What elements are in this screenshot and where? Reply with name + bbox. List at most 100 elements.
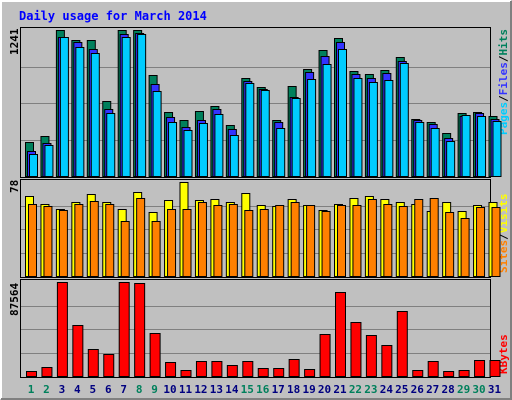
- kbytes-bar: [273, 368, 285, 377]
- sites-bar: [58, 210, 68, 277]
- kbytes-bar: [489, 360, 501, 377]
- day-label: 12: [194, 383, 207, 396]
- kbytes-bar: [26, 371, 37, 377]
- day-label: 5: [89, 383, 96, 396]
- sites-bar: [105, 204, 115, 277]
- kbytes-bar: [381, 345, 393, 377]
- day-label: 19: [302, 383, 315, 396]
- kbytes-bar: [427, 361, 439, 377]
- kbytes-bar: [396, 311, 408, 377]
- day-label: 18: [287, 383, 300, 396]
- kbytes-bar: [118, 282, 130, 377]
- day-label: 1: [28, 383, 35, 396]
- pages-bar: [106, 113, 116, 177]
- sites-bar: [74, 204, 84, 277]
- kbytes-bar: [180, 370, 192, 377]
- pages-bar: [198, 123, 208, 177]
- day-label: 24: [380, 383, 394, 396]
- kbytes-bar: [365, 335, 377, 377]
- sites-bar: [491, 207, 501, 277]
- sites-bar: [213, 205, 223, 277]
- pages-bar: [338, 49, 347, 177]
- kbytes-bar: [72, 325, 84, 377]
- sites-bar: [321, 211, 331, 277]
- pages-bar: [44, 145, 54, 177]
- pages-bar: [353, 78, 363, 177]
- pages-bar: [368, 82, 378, 177]
- kbytes-bar: [319, 334, 331, 377]
- day-label: 21: [333, 383, 347, 396]
- chart-title: Daily usage for March 2014: [19, 9, 207, 23]
- sites-bar: [460, 218, 470, 277]
- sites-bar: [445, 212, 455, 277]
- day-label: 30: [472, 383, 485, 396]
- sites-bar: [352, 205, 362, 277]
- legend-hits: Hits: [497, 29, 510, 56]
- sites-bar: [367, 199, 377, 277]
- pages-bar: [90, 53, 100, 177]
- sites-bar: [151, 221, 161, 277]
- bars: [25, 30, 502, 377]
- pages-bar: [291, 98, 301, 177]
- pages-bar: [245, 83, 255, 177]
- sites-bar: [398, 206, 408, 277]
- pages-bar: [229, 135, 239, 177]
- top-panel-max-label: 1241: [8, 28, 21, 55]
- kbytes-bar: [458, 370, 470, 377]
- pages-bar: [384, 80, 394, 177]
- pages-bar: [75, 47, 85, 177]
- sites-bar: [120, 221, 130, 277]
- pages-bar: [276, 128, 286, 177]
- kbytes-bar: [149, 333, 161, 377]
- pages-bar: [399, 63, 409, 177]
- pages-bar: [415, 122, 425, 177]
- kbytes-bar: [288, 359, 300, 377]
- pages-bar: [446, 141, 456, 177]
- day-label: 16: [256, 383, 270, 396]
- day-label: 15: [241, 383, 254, 396]
- day-label: 25: [395, 383, 408, 396]
- top-panel-frame: [20, 27, 491, 178]
- pages-bar: [307, 79, 317, 177]
- pages-bar: [29, 154, 38, 177]
- kbytes-bar: [474, 360, 486, 377]
- sites-bar: [136, 198, 146, 277]
- kbytes-bar: [195, 361, 207, 377]
- pages-bar: [121, 37, 131, 177]
- kbytes-bar: [443, 371, 455, 377]
- kbytes-bar: [41, 367, 53, 377]
- sites-bar: [197, 202, 207, 277]
- day-label: 6: [105, 383, 112, 396]
- day-label: 4: [74, 383, 81, 396]
- day-label: 23: [364, 383, 377, 396]
- sites-bar: [228, 204, 238, 277]
- sites-bar: [337, 205, 346, 277]
- pages-bar: [461, 115, 471, 177]
- sites-bar: [43, 206, 53, 277]
- day-label: 2: [43, 383, 50, 396]
- day-label: 8: [136, 383, 143, 396]
- pages-bar: [492, 121, 502, 177]
- day-label: 3: [59, 383, 66, 396]
- pages-bar: [430, 128, 440, 177]
- day-label: 14: [225, 383, 239, 396]
- pages-bar: [183, 130, 193, 177]
- middle-panel-max-label: 78: [8, 180, 21, 193]
- bottom-panel-frame: [20, 279, 491, 378]
- day-label: 26: [411, 383, 425, 396]
- sites-bar: [429, 198, 439, 277]
- kbytes-bar: [211, 361, 223, 377]
- pages-bar: [137, 34, 147, 177]
- pages-bar: [152, 91, 162, 177]
- kbytes-bar: [56, 282, 68, 377]
- sites-bar: [306, 205, 316, 277]
- kbytes-bar: [87, 349, 99, 377]
- day-label: 20: [318, 383, 331, 396]
- sites-bar: [28, 204, 37, 277]
- pages-bar: [260, 90, 270, 177]
- kbytes-bar: [103, 354, 115, 377]
